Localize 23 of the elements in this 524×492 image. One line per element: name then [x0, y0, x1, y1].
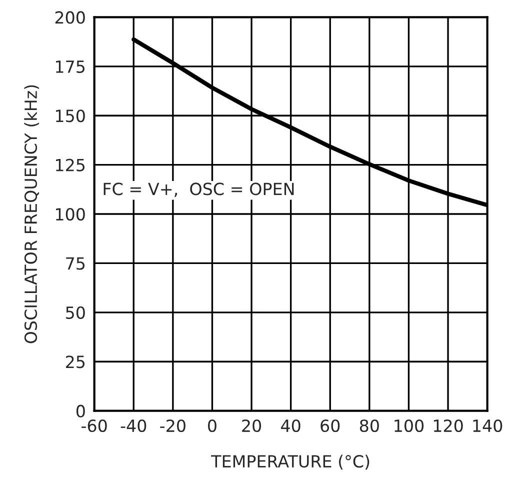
x-tick-label: 100 — [394, 419, 424, 432]
x-tick-label: -20 — [160, 419, 186, 432]
x-tick-label: 40 — [281, 419, 300, 432]
y-axis-title: OSCILLATOR FREQUENCY (kHz) — [24, 85, 40, 344]
x-tick-label: 140 — [473, 419, 502, 432]
x-tick-label: -60 — [82, 419, 107, 432]
y-tick-label: 125 — [56, 158, 85, 172]
x-tick-label: 20 — [242, 419, 262, 432]
x-tick-label: 80 — [360, 419, 379, 432]
x-tick-label: -40 — [120, 419, 146, 432]
y-tick-label: 200 — [55, 11, 85, 24]
x-axis-title: TEMPERATURE (°C) — [211, 454, 370, 470]
y-tick-label: 75 — [66, 257, 85, 270]
y-tick-label: 25 — [66, 356, 85, 368]
annotation: FC = V+, OSC = OPEN — [104, 182, 294, 197]
y-tick-label: 175 — [56, 60, 85, 73]
y-tick-label: 50 — [66, 306, 85, 319]
x-tick-label: 120 — [434, 419, 463, 432]
y-tick-label: 100 — [56, 208, 85, 221]
y-tick-label: 0 — [76, 404, 85, 418]
x-tick-label: 0 — [208, 419, 216, 432]
y-tick-label: 150 — [56, 110, 85, 122]
x-tick-label: 60 — [320, 419, 340, 432]
